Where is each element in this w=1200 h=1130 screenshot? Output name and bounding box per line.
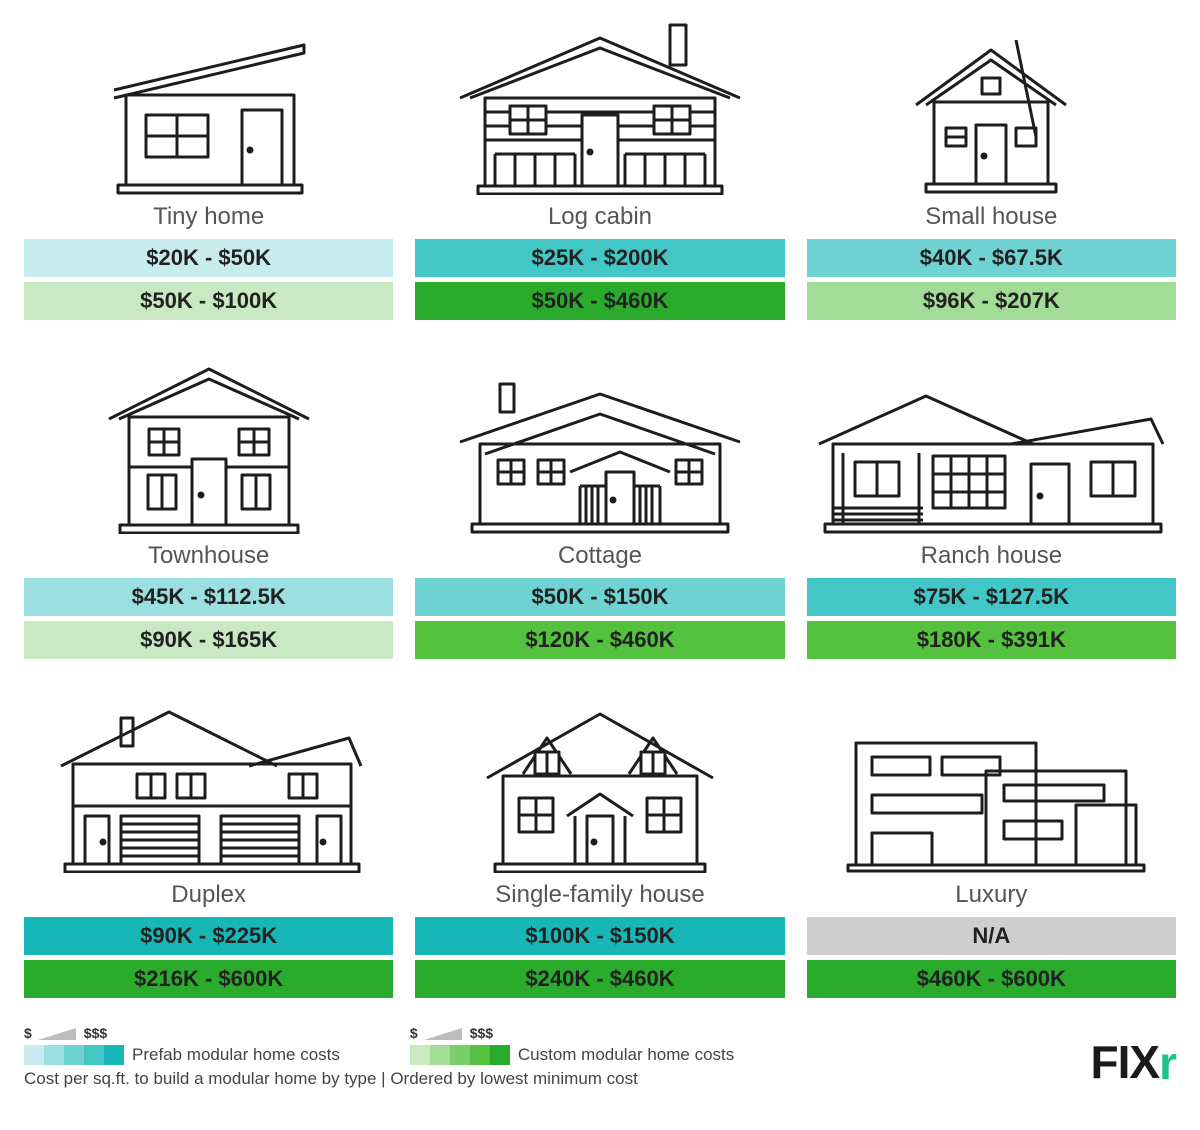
cell-single-family: Single-family house $100K - $150K $240K … [415, 698, 784, 1003]
label: Townhouse [148, 542, 269, 570]
legend-custom: $ $$$ Custom modular home costs [410, 1025, 734, 1065]
single-family-icon [415, 698, 784, 873]
label: Cottage [558, 542, 642, 570]
custom-bar: $96K - $207K [807, 282, 1176, 320]
cell-log-cabin: Log cabin $25K - $200K $50K - $460K [415, 20, 784, 325]
cell-tiny-home: Tiny home $20K - $50K $50K - $100K [24, 20, 393, 325]
custom-bar: $180K - $391K [807, 621, 1176, 659]
caption: Cost per sq.ft. to build a modular home … [24, 1069, 734, 1089]
green-swatches [410, 1045, 510, 1065]
label: Ranch house [921, 542, 1062, 570]
label: Tiny home [153, 203, 264, 231]
prefab-bar: $90K - $225K [24, 917, 393, 955]
cell-townhouse: Townhouse $45K - $112.5K $90K - $165K [24, 359, 393, 664]
legend-prefab-label: Prefab modular home costs [132, 1045, 340, 1065]
custom-bar: $120K - $460K [415, 621, 784, 659]
house-grid: Tiny home $20K - $50K $50K - $100K [24, 20, 1176, 1003]
logo-accent: r [1159, 1036, 1176, 1090]
ranch-house-icon [807, 359, 1176, 534]
duplex-icon [24, 698, 393, 873]
prefab-bar: N/A [807, 917, 1176, 955]
prefab-bar: $25K - $200K [415, 239, 784, 277]
prefab-bar: $45K - $112.5K [24, 578, 393, 616]
gradient-triangle-icon [424, 1026, 464, 1040]
log-cabin-icon [415, 20, 784, 195]
footer: $ $$$ Prefab modular home costs $ $$$ [24, 1025, 1176, 1089]
prefab-bar: $50K - $150K [415, 578, 784, 616]
custom-bar: $90K - $165K [24, 621, 393, 659]
custom-bar: $50K - $100K [24, 282, 393, 320]
cell-small-house: Small house $40K - $67.5K $96K - $207K [807, 20, 1176, 325]
custom-bar: $50K - $460K [415, 282, 784, 320]
legend-high: $$$ [84, 1025, 107, 1041]
prefab-bar: $40K - $67.5K [807, 239, 1176, 277]
cell-luxury: Luxury N/A $460K - $600K [807, 698, 1176, 1003]
label: Duplex [171, 881, 246, 909]
cell-duplex: Duplex $90K - $225K $216K - $600K [24, 698, 393, 1003]
fixr-logo: FIXr [1091, 1035, 1176, 1089]
label: Luxury [955, 881, 1027, 909]
legend-low: $ [24, 1025, 32, 1041]
cottage-icon [415, 359, 784, 534]
label: Small house [925, 203, 1057, 231]
label: Log cabin [548, 203, 652, 231]
custom-bar: $216K - $600K [24, 960, 393, 998]
label: Single-family house [495, 881, 704, 909]
luxury-icon [807, 698, 1176, 873]
legend-high: $$$ [470, 1025, 493, 1041]
logo-text: FIX [1091, 1036, 1160, 1088]
tiny-home-icon [24, 20, 393, 195]
legend-low: $ [410, 1025, 418, 1041]
prefab-bar: $75K - $127.5K [807, 578, 1176, 616]
legend-custom-label: Custom modular home costs [518, 1045, 734, 1065]
cell-cottage: Cottage $50K - $150K $120K - $460K [415, 359, 784, 664]
custom-bar: $240K - $460K [415, 960, 784, 998]
legend-prefab: $ $$$ Prefab modular home costs [24, 1025, 340, 1065]
cell-ranch-house: Ranch house $75K - $127.5K $180K - $391K [807, 359, 1176, 664]
townhouse-icon [24, 359, 393, 534]
teal-swatches [24, 1045, 124, 1065]
prefab-bar: $100K - $150K [415, 917, 784, 955]
gradient-triangle-icon [38, 1026, 78, 1040]
prefab-bar: $20K - $50K [24, 239, 393, 277]
small-house-icon [807, 20, 1176, 195]
custom-bar: $460K - $600K [807, 960, 1176, 998]
